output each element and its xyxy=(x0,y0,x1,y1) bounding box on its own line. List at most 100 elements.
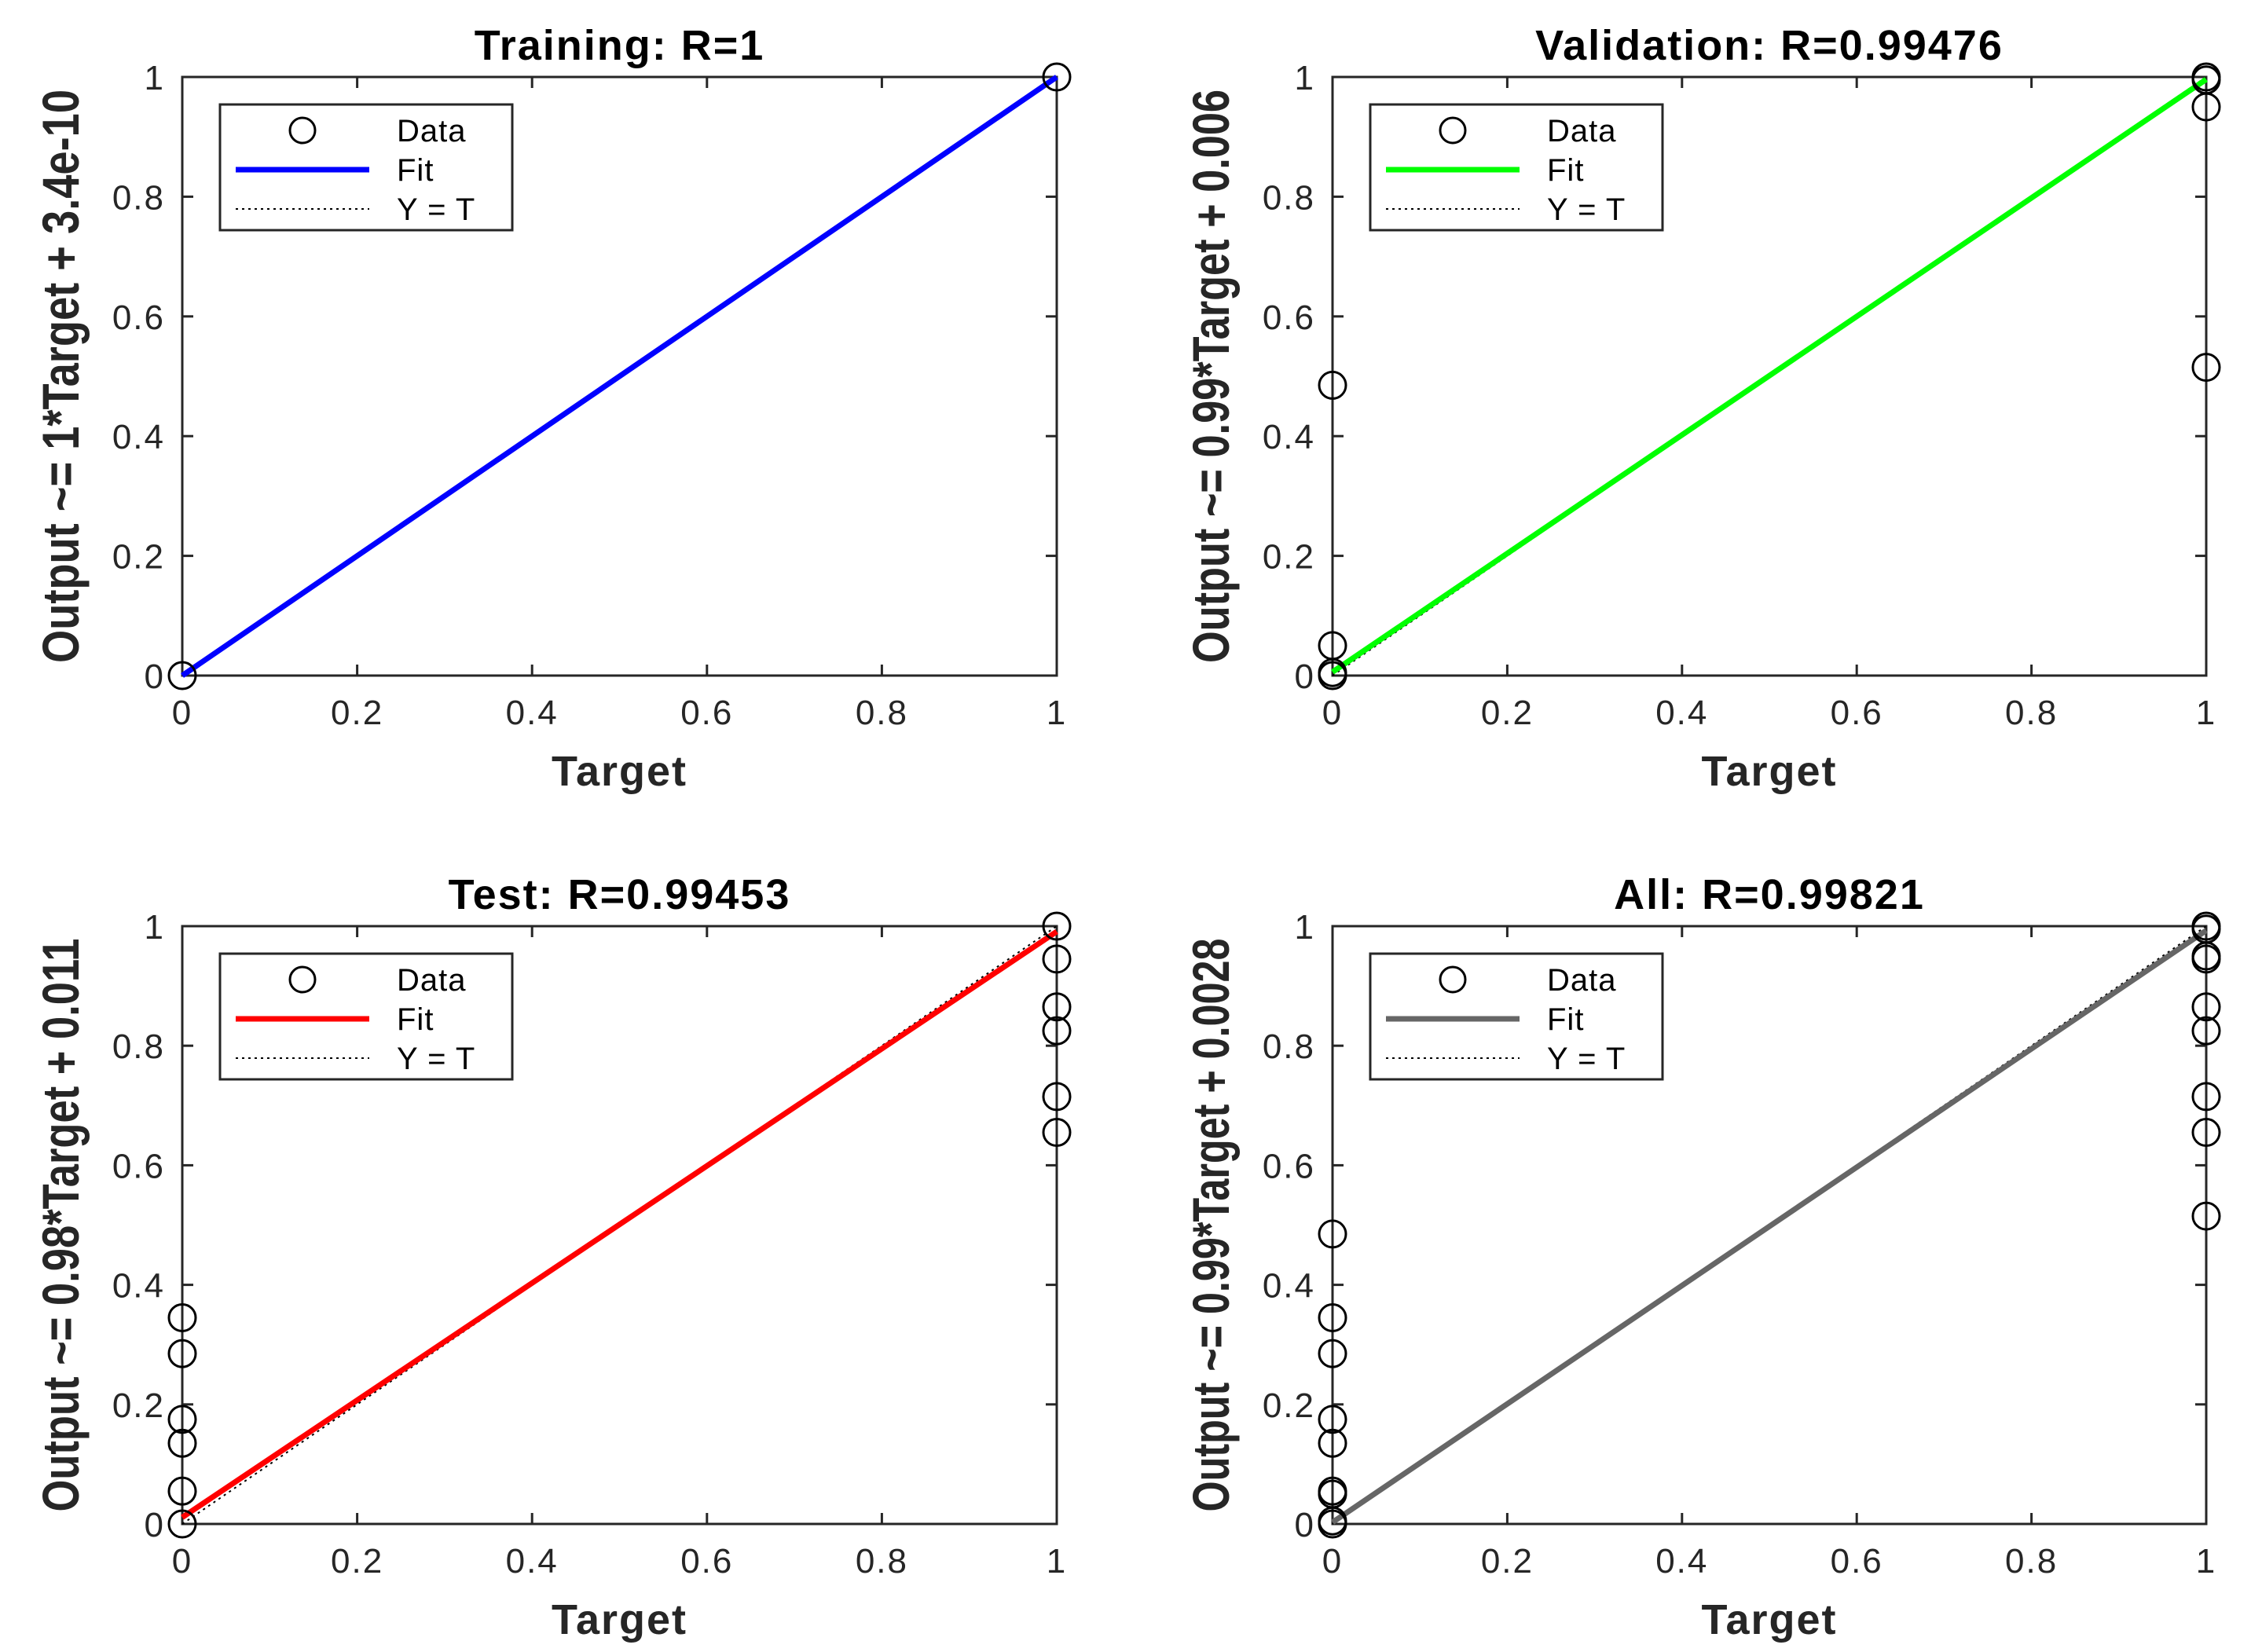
data-point xyxy=(1318,631,1347,661)
x-tick-label: 1 xyxy=(1047,1542,1067,1581)
fit-line xyxy=(1331,928,2208,1525)
regression-panel-2: 0 0.2 0.4 0.6 0.8 1 0 0.2 0.4 0.6 0.8 1 Validation: … xyxy=(1182,22,2221,795)
x-tick-label: 0.2 xyxy=(1481,1542,1534,1581)
x-tick-label: 0 xyxy=(172,694,192,732)
legend-data-marker xyxy=(288,965,317,994)
data-point xyxy=(1318,1219,1347,1249)
y-axis-label: Output ~= 0.99*Target + 0.0028 xyxy=(1182,939,1240,1512)
data-point xyxy=(2191,1082,2221,1112)
data-point xyxy=(1318,370,1347,400)
y-tick-label: 0.2 xyxy=(112,538,165,577)
legend-label: Data xyxy=(397,114,467,148)
data-point xyxy=(167,1339,197,1368)
y-tick-label: 0.6 xyxy=(112,299,165,337)
y-tick-label: 0 xyxy=(145,1506,165,1544)
data-point xyxy=(2191,944,2221,974)
x-tick-label: 0.6 xyxy=(1831,1542,1883,1581)
data-point xyxy=(2191,992,2221,1022)
x-tick-label: 0.6 xyxy=(680,694,733,732)
y-tick-label: 0 xyxy=(1295,658,1315,696)
legend-label: Fit xyxy=(1547,1002,1584,1037)
x-tick-label: 0.4 xyxy=(1655,1542,1708,1581)
data-point xyxy=(1042,1016,1072,1046)
data-point xyxy=(1318,1405,1347,1434)
data-point xyxy=(1318,1476,1347,1506)
y-tick-label: 1 xyxy=(1295,908,1315,947)
y-axis-label: Output ~= 0.98*Target + 0.011 xyxy=(31,939,90,1512)
x-axis-label: Target xyxy=(552,748,687,795)
data-point xyxy=(1318,1302,1347,1332)
data-point xyxy=(167,1476,197,1506)
x-tick-label: 0.4 xyxy=(1655,694,1708,732)
data-point xyxy=(167,661,197,690)
x-tick-label: 0.6 xyxy=(1831,694,1883,732)
x-tick-label: 0.2 xyxy=(331,1542,383,1581)
x-tick-label: 0.8 xyxy=(856,694,908,732)
y-tick-label: 1 xyxy=(145,908,165,947)
data-point xyxy=(1042,944,1072,974)
data-point xyxy=(2191,1118,2221,1148)
x-axis-label: Target xyxy=(552,1596,687,1643)
regression-panel-3: 0 0.2 0.4 0.6 0.8 1 0 0.2 0.4 0.6 0.8 1 Test: R=0.99… xyxy=(31,871,1072,1643)
legend-label: Fit xyxy=(397,153,434,188)
data-point xyxy=(167,1302,197,1332)
y-tick-label: 0.2 xyxy=(112,1386,165,1425)
x-tick-label: 1 xyxy=(2196,694,2216,732)
x-tick-label: 0.6 xyxy=(680,1542,733,1581)
data-point xyxy=(1042,1082,1072,1112)
y-tick-label: 0.4 xyxy=(1263,418,1315,456)
x-tick-label: 0.2 xyxy=(331,694,383,732)
regression-panel-1: 0 0.2 0.4 0.6 0.8 1 0 0.2 0.4 0.6 0.8 1 Training: R=… xyxy=(31,22,1072,795)
y-tick-label: 0.8 xyxy=(112,178,165,217)
data-point xyxy=(1318,1428,1347,1458)
data-point xyxy=(167,1509,197,1539)
legend-data-marker xyxy=(1439,965,1467,994)
y-tick-label: 0 xyxy=(1295,1506,1315,1544)
y-axis-label: Output ~= 1*Target + 3.4e-10 xyxy=(31,90,90,663)
x-tick-label: 0.4 xyxy=(506,1542,559,1581)
fit-line xyxy=(181,929,1058,1520)
x-tick-label: 0.4 xyxy=(506,694,559,732)
legend-data-marker xyxy=(1439,116,1467,145)
x-tick-label: 0 xyxy=(1322,1542,1343,1581)
legend-label: Y = T xyxy=(1547,1042,1626,1076)
fit-line xyxy=(1331,77,2208,675)
legend-label: Fit xyxy=(1547,153,1584,188)
regression-panel-4: 0 0.2 0.4 0.6 0.8 1 0 0.2 0.4 0.6 0.8 1 All: R=0.998… xyxy=(1182,871,2221,1643)
chart-title: Training: R=1 xyxy=(475,22,765,69)
y-tick-label: 0 xyxy=(145,658,165,696)
data-point xyxy=(2191,353,2221,383)
legend: Data Fit Y = T xyxy=(218,952,514,1081)
x-axis-label: Target xyxy=(1701,748,1837,795)
legend-label: Y = T xyxy=(397,1042,475,1076)
legend: Data Fit Y = T xyxy=(1369,952,1664,1081)
data-point xyxy=(1042,62,1072,92)
data-point xyxy=(167,1428,197,1458)
y-tick-label: 0.8 xyxy=(1263,178,1315,217)
y-tick-label: 0.4 xyxy=(1263,1267,1315,1306)
chart-title: All: R=0.99821 xyxy=(1614,871,1925,918)
legend-label: Y = T xyxy=(1547,192,1626,227)
y-tick-label: 0.6 xyxy=(1263,299,1315,337)
x-tick-label: 1 xyxy=(1047,694,1067,732)
y-tick-label: 0.2 xyxy=(1263,1386,1315,1425)
data-point xyxy=(2191,1016,2221,1046)
x-tick-label: 0.8 xyxy=(856,1542,908,1581)
chart-title: Validation: R=0.99476 xyxy=(1535,22,2004,69)
y-tick-label: 1 xyxy=(1295,59,1315,97)
legend-label: Y = T xyxy=(397,192,475,227)
chart-title: Test: R=0.99453 xyxy=(449,871,791,918)
legend-label: Fit xyxy=(397,1002,434,1037)
data-point xyxy=(1042,992,1072,1022)
data-point xyxy=(167,1405,197,1434)
legend: Data Fit Y = T xyxy=(218,103,514,232)
fit-line xyxy=(181,75,1058,678)
x-tick-label: 0.8 xyxy=(2005,694,2058,732)
x-tick-label: 0 xyxy=(1322,694,1343,732)
y-tick-label: 0.2 xyxy=(1263,538,1315,577)
x-tick-label: 1 xyxy=(2196,1542,2216,1581)
legend-label: Data xyxy=(397,963,467,998)
data-point xyxy=(2191,92,2221,122)
y-tick-label: 0.4 xyxy=(112,1267,165,1306)
